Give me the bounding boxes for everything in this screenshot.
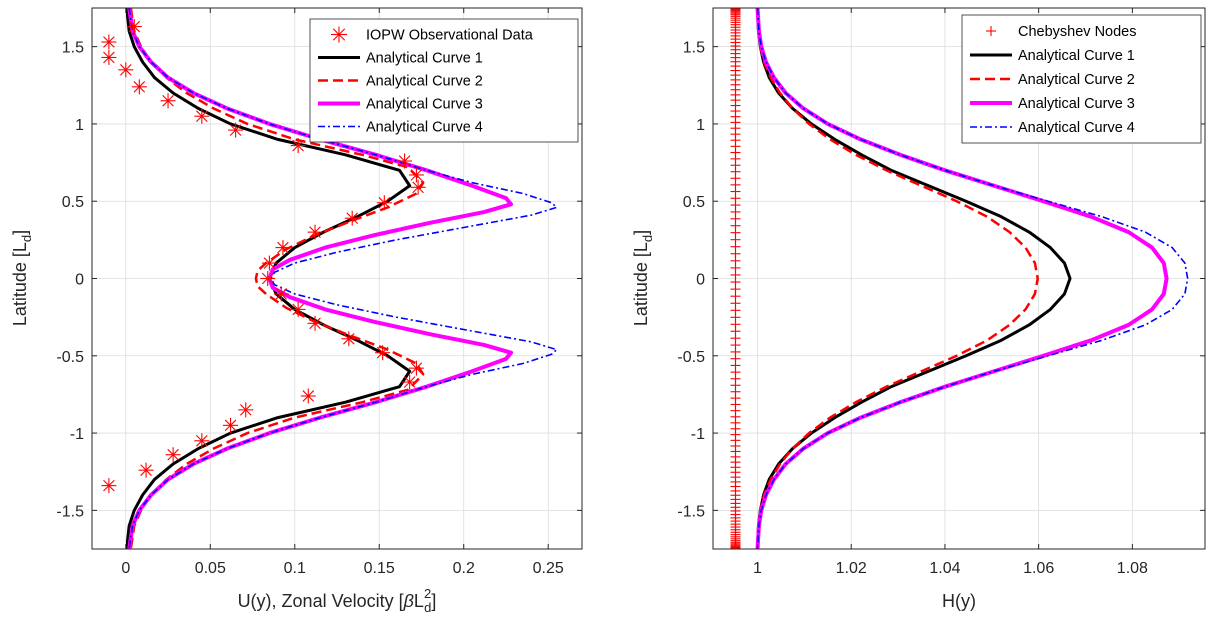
legend-marker: [331, 26, 347, 43]
right-y-ticks: -1.5 -1 -0.5 0 0.5 1 1.5: [677, 40, 1205, 520]
y-tick-label: -1.5: [56, 503, 84, 520]
right-y-axis-label: Latitude [Ld]: [631, 230, 655, 326]
x-tick-label: 1.06: [1023, 560, 1054, 577]
data-point: [194, 108, 210, 124]
data-point: [261, 255, 277, 271]
series-iopw-observational-data: [101, 19, 426, 494]
series-analytical-curve-4: [756, 8, 1189, 549]
data-point: [375, 345, 391, 361]
y-tick-label: -1: [691, 426, 705, 443]
y-tick-label: -1.5: [677, 503, 705, 520]
left-x-axis-label: U(y), Zonal Velocity [βL2 d]: [238, 586, 437, 615]
data-point: [101, 49, 117, 65]
data-point: [300, 388, 316, 404]
legend-label: Analytical Curve 4: [1018, 120, 1135, 136]
data-point: [410, 179, 426, 195]
data-point: [307, 224, 323, 240]
right-x-axis-label: H(y): [942, 591, 976, 611]
x-tick-label: 1.08: [1117, 560, 1148, 577]
left-legend: IOPW Observational Data Analytical Curve …: [309, 18, 579, 143]
data-point: [341, 331, 357, 347]
left-y-axis-label: Latitude [Ld]: [10, 230, 34, 326]
y-tick-label: 1.5: [62, 40, 84, 57]
data-point: [228, 122, 244, 138]
y-tick-label: 1: [75, 117, 84, 134]
x-tick-label: 1.04: [929, 560, 960, 577]
legend-label: Analytical Curve 2: [366, 74, 483, 90]
legend-label: Analytical Curve 1: [1018, 48, 1135, 64]
data-point: [138, 462, 154, 478]
data-point: [126, 19, 142, 35]
data-point: [397, 153, 413, 169]
data-point: [101, 34, 117, 50]
x-tick-label: 0.25: [533, 560, 564, 577]
right-chart-panel: 1 1.02 1.04 1.06 1.08 -1.5 -1 -0.5 0 0.5 1 1.5 H(y…: [631, 7, 1206, 611]
data-point: [131, 79, 147, 95]
y-tick-label: 1: [696, 117, 705, 134]
data-point: [376, 195, 392, 211]
x-tick-label: 1: [753, 560, 762, 577]
x-tick-label: 0.15: [364, 560, 395, 577]
y-tick-label: -1: [70, 426, 84, 443]
right-plot-area: [730, 8, 1189, 549]
data-point: [344, 210, 360, 226]
data-point: [160, 93, 176, 109]
left-plot-area: [101, 8, 558, 549]
y-tick-label: 0: [75, 272, 84, 289]
x-tick-label: 1.02: [836, 560, 867, 577]
x-tick-label: 0: [121, 560, 130, 577]
data-point: [290, 301, 306, 317]
data-point: [223, 417, 239, 433]
legend-label: IOPW Observational Data: [366, 28, 534, 44]
right-x-ticks: 1 1.02 1.04 1.06 1.08: [753, 8, 1148, 577]
y-tick-label: -0.5: [677, 349, 705, 366]
data-point: [275, 240, 291, 256]
data-point: [408, 360, 424, 376]
series-chebyshev-nodes: [730, 8, 741, 549]
data-point: [118, 62, 134, 78]
left-x-ticks: 0 0.05 0.1 0.15 0.2 0.25: [121, 8, 564, 577]
legend-label: Chebyshev Nodes: [1018, 24, 1137, 40]
data-point: [194, 433, 210, 449]
data-point: [408, 167, 424, 183]
data-point: [290, 138, 306, 154]
left-y-ticks: -1.5 -1 -0.5 0 0.5 1 1.5: [56, 40, 582, 520]
y-tick-label: 1.5: [683, 40, 705, 57]
data-point: [307, 315, 323, 331]
series-analytical-curve-2: [129, 8, 425, 549]
x-tick-label: 0.2: [453, 560, 475, 577]
data-point: [260, 271, 276, 286]
series-analytical-curve-2: [757, 31, 1039, 526]
x-tick-label: 0.1: [284, 560, 306, 577]
data-point: [165, 447, 181, 463]
legend-label: Analytical Curve 1: [366, 51, 483, 67]
legend-label: Analytical Curve 2: [1018, 72, 1135, 88]
legend-label: Analytical Curve 3: [366, 97, 483, 113]
legend-label: Analytical Curve 4: [366, 120, 483, 136]
y-tick-label: 0.5: [62, 194, 84, 211]
x-tick-label: 0.05: [195, 560, 226, 577]
left-chart-panel: 0 0.05 0.1 0.15 0.2 0.25 -1.5 -1 -0.5 0 0.5 1 1.5 U…: [10, 7, 583, 615]
data-point: [238, 402, 254, 418]
y-tick-label: 0.5: [683, 194, 705, 211]
right-legend: Chebyshev Nodes Analytical Curve 1 Analyti…: [961, 14, 1202, 144]
data-point: [402, 374, 418, 390]
y-tick-label: 0: [696, 272, 705, 289]
data-point: [101, 478, 117, 494]
legend-marker: [986, 26, 996, 36]
y-tick-label: -0.5: [56, 349, 84, 366]
data-point: [273, 286, 289, 302]
legend-label: Analytical Curve 3: [1018, 96, 1135, 112]
